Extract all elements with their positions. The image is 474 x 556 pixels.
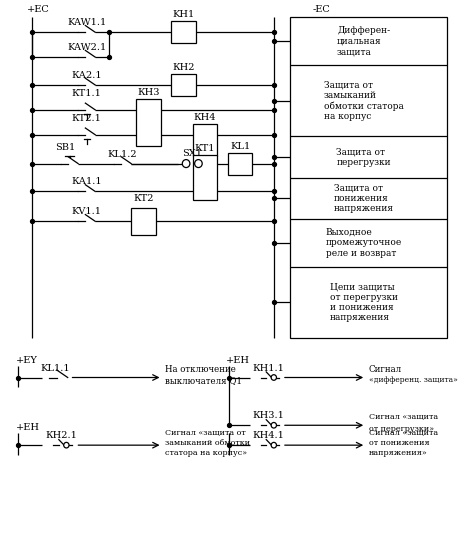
Text: +EC: +EC: [27, 6, 50, 14]
Text: KH1: KH1: [172, 11, 194, 19]
Text: КН4.1: КН4.1: [253, 431, 284, 440]
Text: KL1.2: KL1.2: [108, 150, 137, 158]
Text: KAW1.1: KAW1.1: [67, 18, 106, 27]
Circle shape: [64, 443, 69, 448]
Text: KL1.1: KL1.1: [41, 364, 70, 373]
Circle shape: [195, 160, 202, 167]
Bar: [136, 99, 161, 146]
Text: Сигнал: Сигнал: [369, 365, 402, 374]
Circle shape: [182, 160, 190, 167]
Bar: [290, 17, 447, 337]
Text: КТ2.1: КТ2.1: [72, 114, 101, 123]
Text: КН3.1: КН3.1: [253, 411, 284, 420]
Text: выключателя Q1: выключателя Q1: [165, 376, 242, 385]
Text: Защита от
понижения
напряжения: Защита от понижения напряжения: [334, 183, 394, 213]
Text: -EC: -EC: [312, 6, 330, 14]
Bar: [228, 153, 253, 175]
Bar: [193, 155, 218, 200]
Text: SX1: SX1: [182, 148, 202, 157]
Text: статора на корпус»: статора на корпус»: [165, 449, 247, 457]
Text: «дифференц. защита»: «дифференц. защита»: [369, 376, 458, 384]
Text: KAW2.1: KAW2.1: [67, 43, 106, 52]
Text: +EH: +EH: [16, 423, 40, 432]
Text: Сигнал «защита: Сигнал «защита: [369, 413, 438, 421]
Text: Дифферен-
циальная
защита: Дифферен- циальная защита: [337, 27, 390, 56]
Text: +EH: +EH: [226, 356, 250, 365]
Text: напряжения»: напряжения»: [369, 449, 428, 457]
Text: На отключение: На отключение: [165, 365, 236, 374]
Text: КН2.1: КН2.1: [45, 431, 77, 440]
Text: КТ1: КТ1: [195, 144, 215, 153]
Text: КН4: КН4: [194, 113, 216, 122]
Text: КН2: КН2: [172, 63, 194, 72]
Bar: [171, 74, 196, 96]
Text: от понижения: от понижения: [369, 439, 429, 447]
Text: Выходное
промежуточное
реле и возврат: Выходное промежуточное реле и возврат: [326, 228, 402, 257]
Bar: [171, 21, 196, 43]
Circle shape: [271, 375, 276, 380]
Text: Защита от
перегрузки: Защита от перегрузки: [337, 147, 391, 167]
Text: КА2.1: КА2.1: [71, 71, 102, 80]
Bar: [193, 124, 218, 156]
Text: KL1: KL1: [230, 142, 250, 151]
Text: SB1: SB1: [55, 143, 75, 152]
Text: от перегрузки»: от перегрузки»: [369, 425, 434, 433]
Text: КТ1.1: КТ1.1: [72, 89, 101, 98]
Text: КТ2: КТ2: [133, 195, 154, 203]
Text: KV1.1: KV1.1: [72, 207, 101, 216]
Bar: [131, 208, 156, 235]
Text: Защита от
замыканий
обмотки статора
на корпус: Защита от замыканий обмотки статора на к…: [324, 81, 404, 121]
Text: КН3: КН3: [137, 88, 159, 97]
Text: Цепи защиты
от перегрузки
и понижения
напряжения: Цепи защиты от перегрузки и понижения на…: [330, 282, 398, 322]
Circle shape: [271, 423, 276, 428]
Text: +EY: +EY: [16, 356, 37, 365]
Text: Сигнал «защита от: Сигнал «защита от: [165, 429, 246, 437]
Text: КА1.1: КА1.1: [71, 177, 102, 186]
Circle shape: [271, 443, 276, 448]
Text: замыканий обмотки: замыканий обмотки: [165, 439, 250, 447]
Text: Сигнал «защита: Сигнал «защита: [369, 429, 438, 437]
Text: КН1.1: КН1.1: [253, 364, 284, 373]
